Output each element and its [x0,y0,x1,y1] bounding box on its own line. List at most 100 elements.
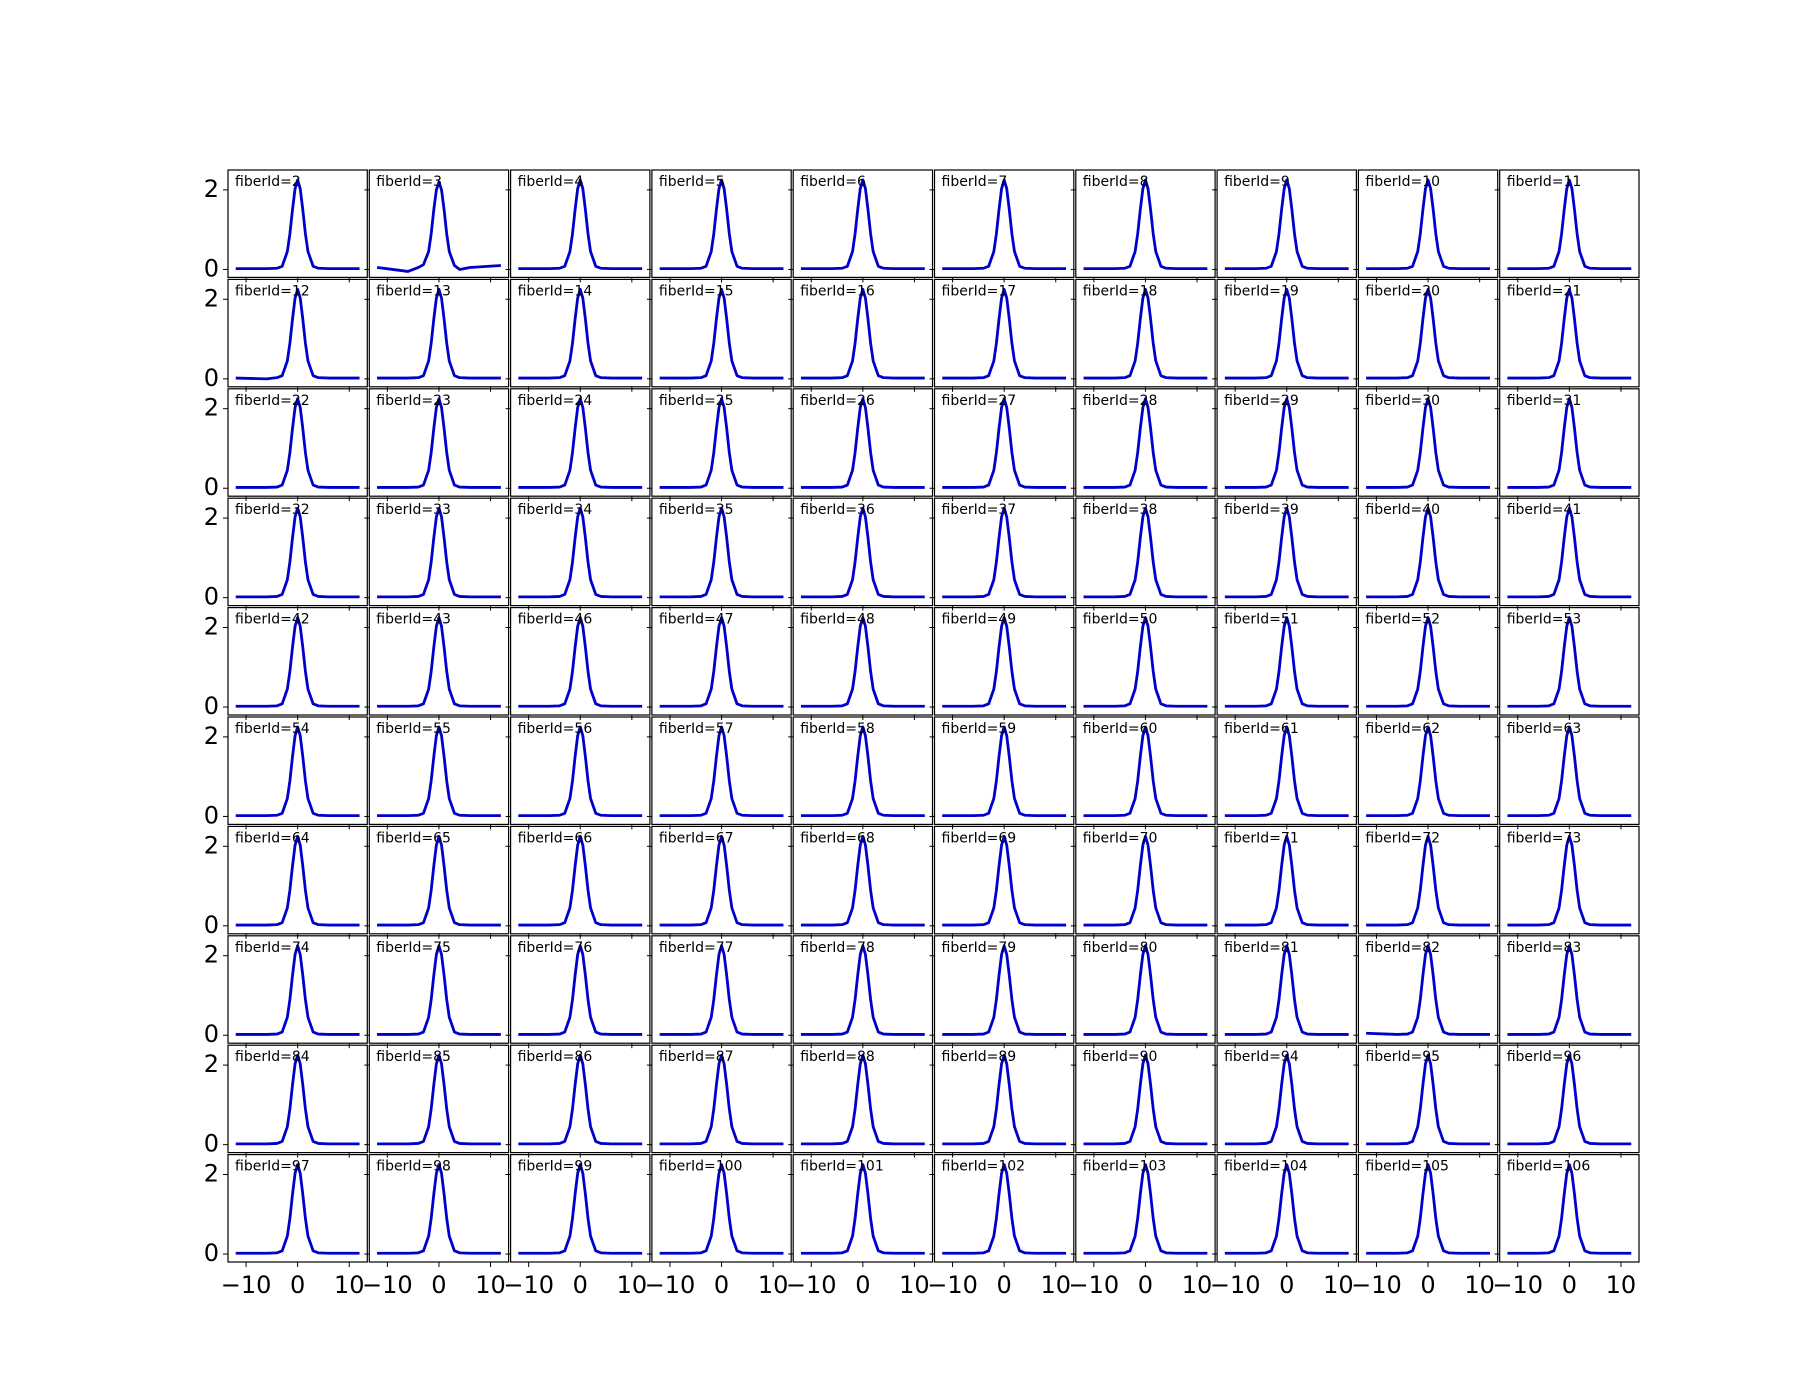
profile-line [1224,506,1349,599]
panel-label: fiberId=49 [942,612,1017,628]
panel-label: fiberId=65 [376,830,451,846]
y-tick-label: 2 [204,284,219,312]
x-tick-label: −10 [221,1271,272,1299]
profile-line [942,834,1067,927]
panel-label: fiberId=11 [1507,174,1582,190]
x-tick-label: −10 [786,1271,837,1299]
profile-line [1083,944,1208,1036]
panel-label: fiberId=2 [235,174,301,190]
panel-label: fiberId=106 [1507,1159,1591,1175]
panel-label: fiberId=50 [1083,612,1158,628]
profile-line [800,1163,925,1255]
profile-line [377,944,501,1036]
panel-label: fiberId=62 [1365,721,1440,737]
x-tick-label: 10 [1606,1271,1637,1299]
profile-line [235,506,360,599]
panel-label: fiberId=4 [518,174,584,190]
panel-label: fiberId=38 [1083,502,1158,518]
panel-label: fiberId=97 [235,1159,310,1175]
profile-line [659,506,784,599]
profile-line [1083,834,1208,927]
profile-line [1224,944,1349,1036]
panel-label: fiberId=75 [376,940,451,956]
x-tick-label: 10 [334,1271,365,1299]
profile-line [518,506,643,599]
y-tick-label: 2 [204,394,219,422]
x-tick-label: −10 [1492,1271,1543,1299]
panel-label: fiberId=103 [1083,1159,1167,1175]
x-tick-label: 10 [899,1271,930,1299]
panel-label: fiberId=30 [1365,393,1440,409]
panel-label: fiberId=54 [235,721,310,737]
panel-label: fiberId=10 [1365,174,1440,190]
profile-line [800,834,925,927]
panel-label: fiberId=55 [376,721,451,737]
panel-label: fiberId=68 [800,830,875,846]
panel-label: fiberId=19 [1224,283,1299,299]
panel-label: fiberId=16 [800,283,875,299]
x-tick-label: 10 [475,1271,506,1299]
profile-line [659,397,784,489]
profile-line [518,834,643,927]
profile-line [800,287,925,380]
y-tick-label: 0 [204,692,219,720]
profile-line [1224,1053,1349,1146]
profile-line [1083,616,1208,708]
panel-frame [792,388,934,497]
x-tick-label: −10 [927,1271,978,1299]
panel-label: fiberId=59 [942,721,1017,737]
profile-line [1083,1163,1208,1255]
panel-label: fiberId=57 [659,721,734,737]
x-tick-label: −10 [1351,1271,1402,1299]
profile-line [1083,397,1208,489]
panel-label: fiberId=43 [376,612,451,628]
panel-label: fiberId=72 [1365,830,1440,846]
panel-label: fiberId=28 [1083,393,1158,409]
x-tick-label: 0 [855,1271,870,1299]
panel-label: fiberId=70 [1083,830,1158,846]
profile-line [659,1053,784,1146]
panel-label: fiberId=73 [1507,830,1582,846]
profile-line [800,397,925,489]
panel-label: fiberId=27 [942,393,1017,409]
profile-line [235,834,360,927]
profile-line [1083,506,1208,599]
panel-label: fiberId=31 [1507,393,1582,409]
panel-label: fiberId=42 [235,612,310,628]
y-tick-label: 2 [204,722,219,750]
panel-label: fiberId=78 [800,940,875,956]
panel-label: fiberId=82 [1365,940,1440,956]
panel-label: fiberId=25 [659,393,734,409]
panel-label: fiberId=71 [1224,830,1299,846]
profile-line [942,1163,1067,1255]
panel-label: fiberId=18 [1083,283,1158,299]
profile-line [1507,725,1632,818]
y-tick-label: 0 [204,1020,219,1048]
profile-line [659,944,784,1036]
profile-line [1507,178,1632,271]
x-tick-label: 0 [573,1271,588,1299]
profile-line [1366,616,1490,708]
y-tick-label: 2 [204,1050,219,1078]
y-tick-label: 2 [204,941,219,969]
panel-label: fiberId=35 [659,502,734,518]
y-tick-label: 0 [204,1130,219,1158]
panel-label: fiberId=56 [518,721,593,737]
panel-label: fiberId=41 [1507,502,1582,518]
profile-line [1366,834,1490,927]
panel-frame [651,388,792,497]
profile-line [235,178,360,271]
profile-line [1507,1053,1632,1146]
y-tick-label: 0 [204,473,219,501]
profile-line [1366,944,1490,1036]
profile-line [235,1163,360,1255]
panel-label: fiberId=21 [1507,283,1582,299]
profile-line [1224,397,1349,489]
y-tick-label: 0 [204,1239,219,1267]
panel-label: fiberId=83 [1507,940,1582,956]
panel-label: fiberId=23 [376,393,451,409]
profile-line [518,1163,643,1255]
profile-line [1083,1053,1208,1146]
panel-label: fiberId=104 [1224,1159,1308,1175]
profile-line [377,1053,501,1146]
